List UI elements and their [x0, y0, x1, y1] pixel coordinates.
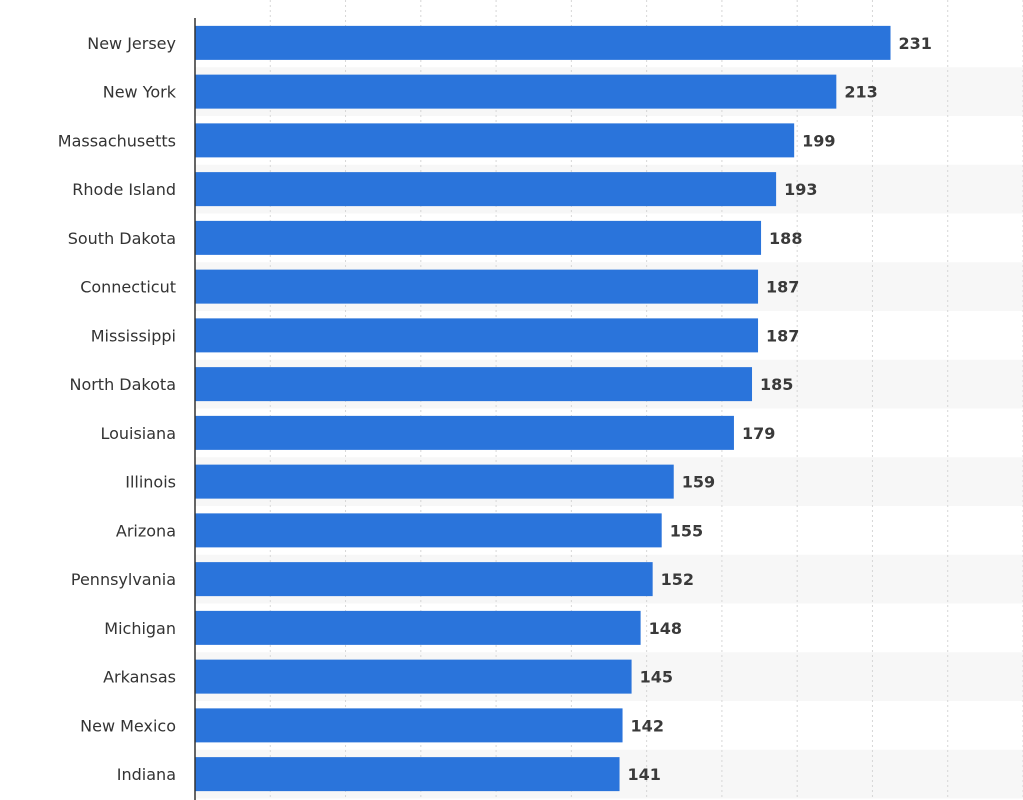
- category-label: Indiana: [117, 765, 176, 784]
- bar[interactable]: [195, 25, 891, 60]
- category-label: Michigan: [104, 619, 176, 638]
- bar[interactable]: [195, 123, 795, 158]
- value-label: 148: [649, 619, 682, 638]
- bar[interactable]: [195, 757, 620, 792]
- value-label: 142: [631, 716, 664, 735]
- bar[interactable]: [195, 513, 662, 548]
- bar[interactable]: [195, 74, 837, 109]
- category-label: Illinois: [125, 473, 176, 492]
- value-label: 187: [766, 326, 799, 345]
- category-label: Massachusetts: [58, 131, 176, 150]
- category-label: Mississippi: [91, 326, 176, 345]
- category-label: North Dakota: [69, 375, 176, 394]
- category-label: Rhode Island: [72, 180, 176, 199]
- bar[interactable]: [195, 659, 632, 694]
- category-label: South Dakota: [68, 229, 176, 248]
- bar[interactable]: [195, 708, 623, 743]
- category-label: Pennsylvania: [71, 570, 176, 589]
- bar[interactable]: [195, 367, 753, 402]
- bars: [195, 25, 891, 792]
- bar[interactable]: [195, 220, 762, 255]
- category-label: Arizona: [116, 521, 176, 540]
- value-label: 159: [682, 473, 715, 492]
- value-label: 145: [640, 668, 673, 687]
- category-label: New York: [103, 83, 177, 102]
- value-label: 141: [628, 765, 661, 784]
- category-label: Connecticut: [80, 278, 176, 297]
- value-label: 152: [661, 570, 694, 589]
- bar[interactable]: [195, 318, 759, 353]
- value-label: 187: [766, 278, 799, 297]
- category-label: Arkansas: [103, 668, 176, 687]
- value-label: 179: [742, 424, 775, 443]
- value-label: 193: [784, 180, 817, 199]
- category-label: Louisiana: [100, 424, 176, 443]
- bar[interactable]: [195, 172, 777, 207]
- bar[interactable]: [195, 415, 734, 450]
- value-label: 185: [760, 375, 793, 394]
- value-label: 199: [802, 131, 835, 150]
- category-labels: New Jersey New York Massachusetts Rhode Isl…: [58, 34, 177, 784]
- bar[interactable]: [195, 610, 641, 645]
- value-label: 213: [844, 83, 877, 102]
- category-label: New Mexico: [80, 716, 176, 735]
- bar[interactable]: [195, 464, 674, 499]
- bar[interactable]: [195, 562, 653, 597]
- bar[interactable]: [195, 269, 759, 304]
- value-label: 155: [670, 521, 703, 540]
- value-label: 188: [769, 229, 802, 248]
- value-label: 231: [899, 34, 932, 53]
- value-labels: 231 213 199 193 188 187 187 185 179 159 155 152 148 1…: [628, 34, 932, 784]
- category-label: New Jersey: [87, 34, 176, 53]
